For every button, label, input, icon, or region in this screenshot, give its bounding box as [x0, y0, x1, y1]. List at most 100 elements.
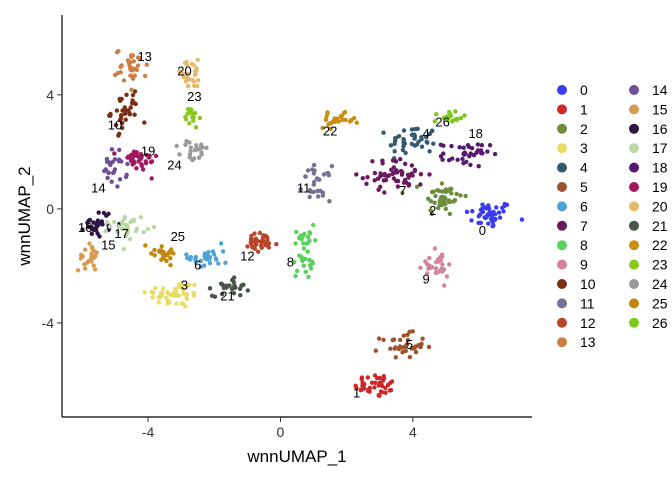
point — [305, 168, 311, 173]
legend-item-3: 3 — [557, 140, 588, 156]
point — [410, 132, 416, 137]
x-tick-label: -4 — [142, 424, 155, 440]
legend-item-16: 16 — [629, 121, 668, 137]
legend-key — [557, 182, 567, 192]
point — [168, 262, 173, 268]
point — [266, 245, 271, 250]
legend-key — [557, 85, 567, 95]
cluster-21-points — [207, 275, 250, 299]
cluster-1-points — [353, 373, 395, 398]
point — [231, 291, 237, 296]
point — [391, 176, 397, 181]
point — [195, 57, 200, 63]
point — [452, 198, 458, 203]
point — [320, 190, 326, 195]
point — [98, 221, 103, 226]
point — [372, 178, 377, 183]
point — [301, 246, 307, 251]
point — [307, 238, 312, 243]
legend-item-22: 22 — [629, 237, 668, 253]
point — [315, 194, 321, 199]
point — [294, 268, 300, 274]
point — [403, 161, 408, 166]
point — [369, 380, 375, 385]
point — [462, 113, 467, 118]
point — [135, 63, 141, 68]
point — [325, 110, 330, 115]
point — [115, 230, 121, 235]
legend-key — [629, 240, 639, 251]
point — [116, 133, 121, 138]
point — [238, 293, 243, 298]
point — [180, 301, 185, 306]
legend-key — [629, 104, 639, 115]
point — [479, 151, 484, 156]
point — [207, 286, 213, 291]
point — [165, 289, 170, 295]
point — [486, 203, 491, 208]
legend-label: 18 — [652, 160, 668, 176]
x-axis-title: wnnUMAP_1 — [246, 447, 346, 466]
point — [161, 253, 166, 259]
legend-item-6: 6 — [557, 198, 588, 214]
cluster-label-6: 6 — [194, 257, 201, 272]
point — [445, 117, 450, 123]
point — [293, 241, 298, 246]
point — [491, 209, 496, 215]
cluster-12-points — [245, 230, 279, 254]
point — [298, 187, 303, 192]
point — [161, 250, 166, 255]
legend-label: 3 — [580, 140, 588, 156]
legend-item-19: 19 — [629, 179, 668, 195]
point — [375, 376, 380, 381]
point — [128, 73, 133, 78]
cluster-26-points — [432, 109, 467, 124]
point — [425, 271, 430, 276]
point — [401, 333, 406, 338]
cluster-label-21: 21 — [220, 289, 234, 304]
point — [340, 117, 345, 123]
point — [476, 214, 481, 219]
point — [378, 380, 384, 386]
point — [519, 217, 525, 222]
point — [89, 231, 95, 236]
point — [362, 382, 367, 387]
point — [171, 251, 176, 256]
point — [209, 293, 215, 298]
point — [157, 249, 162, 254]
point — [419, 135, 424, 140]
cluster-17-points — [103, 214, 157, 252]
legend-label: 21 — [652, 218, 668, 234]
point — [125, 155, 130, 160]
point — [500, 205, 505, 210]
point — [382, 190, 387, 195]
point — [180, 287, 186, 292]
point — [128, 67, 133, 73]
point — [125, 230, 130, 235]
point — [372, 380, 378, 385]
point — [95, 231, 100, 236]
point — [486, 221, 491, 226]
point — [466, 144, 472, 150]
legend-label: 1 — [580, 101, 588, 117]
point — [127, 112, 132, 117]
point — [475, 142, 481, 147]
point — [197, 115, 203, 121]
point — [142, 290, 147, 295]
cluster-label-26: 26 — [435, 115, 449, 130]
point — [310, 261, 315, 266]
point — [398, 157, 403, 162]
cluster-label-2: 2 — [429, 203, 436, 218]
point — [365, 375, 370, 380]
point — [130, 53, 136, 58]
point — [233, 285, 238, 290]
point — [87, 241, 92, 246]
point — [156, 300, 161, 305]
point — [354, 172, 359, 177]
point — [187, 152, 193, 157]
point — [184, 292, 189, 297]
legend-key — [557, 240, 567, 251]
point — [191, 83, 197, 89]
legend-item-13: 13 — [557, 334, 596, 350]
